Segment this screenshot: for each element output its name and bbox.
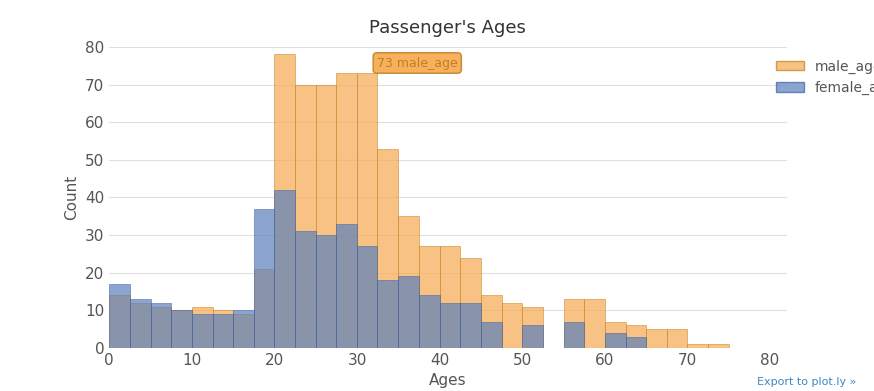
Bar bbox=[399, 276, 419, 348]
Bar bbox=[233, 314, 253, 348]
Bar bbox=[481, 295, 502, 348]
Bar bbox=[109, 295, 130, 348]
Bar bbox=[316, 235, 336, 348]
Bar bbox=[584, 299, 605, 348]
Bar bbox=[481, 322, 502, 348]
Bar bbox=[357, 246, 377, 348]
Bar bbox=[253, 269, 274, 348]
Bar bbox=[357, 73, 377, 348]
Bar bbox=[130, 299, 150, 348]
Bar bbox=[171, 310, 192, 348]
Bar bbox=[626, 337, 646, 348]
Bar bbox=[130, 303, 150, 348]
Bar bbox=[688, 344, 708, 348]
Bar bbox=[523, 325, 543, 348]
Bar bbox=[171, 310, 192, 348]
Bar bbox=[523, 307, 543, 348]
Bar bbox=[316, 84, 336, 348]
Bar bbox=[192, 307, 212, 348]
Bar bbox=[295, 84, 316, 348]
Bar bbox=[192, 314, 212, 348]
Bar bbox=[461, 258, 481, 348]
Bar bbox=[377, 280, 399, 348]
Bar bbox=[646, 329, 667, 348]
Bar bbox=[150, 303, 171, 348]
Bar bbox=[564, 322, 584, 348]
Bar bbox=[399, 216, 419, 348]
Bar bbox=[212, 314, 233, 348]
Bar bbox=[564, 299, 584, 348]
Bar bbox=[440, 246, 461, 348]
Bar bbox=[150, 307, 171, 348]
Bar bbox=[274, 190, 295, 348]
Bar bbox=[605, 322, 626, 348]
Bar bbox=[667, 329, 688, 348]
Bar bbox=[461, 303, 481, 348]
Y-axis label: Count: Count bbox=[65, 175, 80, 220]
Bar bbox=[212, 310, 233, 348]
Bar bbox=[109, 284, 130, 348]
Bar bbox=[440, 303, 461, 348]
Bar bbox=[377, 149, 399, 348]
Bar bbox=[233, 310, 253, 348]
Bar bbox=[419, 246, 440, 348]
Text: Export to plot.ly »: Export to plot.ly » bbox=[757, 377, 857, 387]
Bar bbox=[502, 303, 523, 348]
Title: Passenger's Ages: Passenger's Ages bbox=[370, 19, 526, 37]
Bar bbox=[708, 344, 729, 348]
Bar bbox=[295, 231, 316, 348]
Bar bbox=[419, 295, 440, 348]
Bar bbox=[336, 73, 357, 348]
Bar bbox=[253, 209, 274, 348]
X-axis label: Ages: Ages bbox=[429, 373, 467, 388]
Bar bbox=[605, 333, 626, 348]
Legend: male_age, female_age: male_age, female_age bbox=[771, 54, 874, 100]
Bar bbox=[274, 54, 295, 348]
Bar bbox=[626, 325, 646, 348]
Text: 73 male_age: 73 male_age bbox=[377, 57, 458, 70]
Bar bbox=[336, 224, 357, 348]
